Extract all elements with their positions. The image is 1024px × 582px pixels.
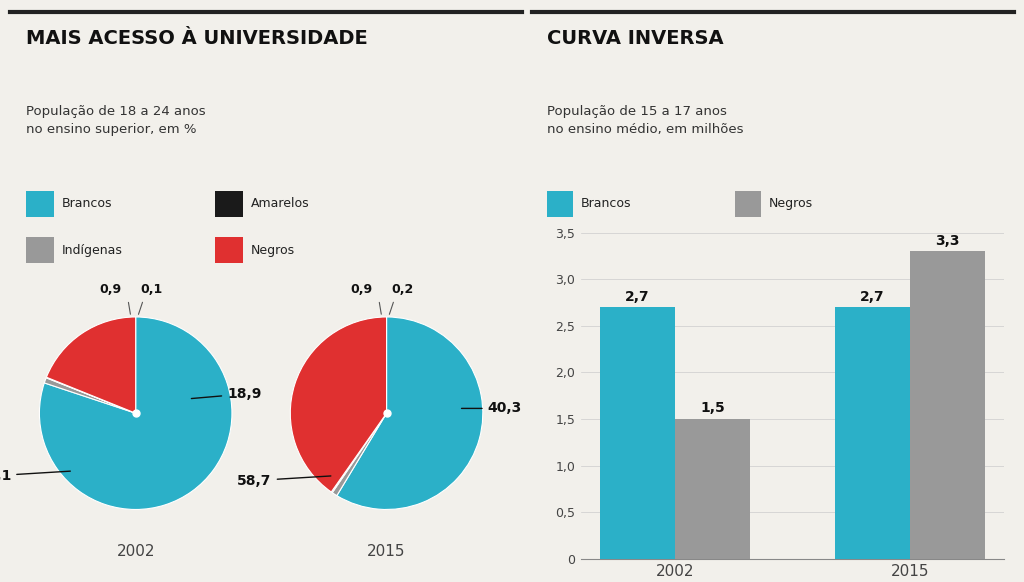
Text: Amarelos: Amarelos (251, 197, 309, 210)
Text: Brancos: Brancos (581, 197, 631, 210)
Text: Brancos: Brancos (61, 197, 112, 210)
Bar (215, 191, 244, 217)
Bar (26, 191, 53, 217)
Bar (26, 237, 53, 263)
Bar (547, 191, 573, 217)
Text: Indígenas: Indígenas (61, 244, 122, 257)
Text: 2015: 2015 (368, 544, 406, 559)
Bar (215, 237, 244, 263)
Text: 2002: 2002 (117, 544, 155, 559)
Text: CURVA INVERSA: CURVA INVERSA (547, 29, 724, 48)
Text: População de 15 a 17 anos
no ensino médio, em milhões: População de 15 a 17 anos no ensino médi… (547, 105, 743, 136)
Text: Negros: Negros (251, 244, 295, 257)
Text: Negros: Negros (768, 197, 812, 210)
Bar (734, 191, 761, 217)
Text: População de 18 a 24 anos
no ensino superior, em %: População de 18 a 24 anos no ensino supe… (26, 105, 205, 136)
Text: MAIS ACESSO À UNIVERSIDADE: MAIS ACESSO À UNIVERSIDADE (26, 29, 368, 48)
